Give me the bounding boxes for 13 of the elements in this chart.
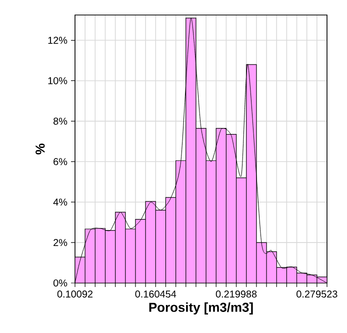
x-axis-title: Porosity [m3/m3] [149,302,253,314]
x-tick-label: 0.160454 [135,290,176,298]
y-tick-label: 2% [54,239,68,246]
y-tick-label: 10% [48,77,68,84]
y-tick-label: 0% [53,279,68,287]
y-tick-label: 12% [48,36,68,44]
y-tick-label: 4% [53,198,68,206]
x-tick-label: 0.10092 [57,290,93,298]
y-axis-title: % [36,144,45,154]
x-tick-label: 0.279523 [296,290,338,298]
y-tick-label: 6% [54,158,68,166]
x-tick-label: 0.219988 [216,290,257,298]
y-tick-label: 8% [54,118,68,125]
